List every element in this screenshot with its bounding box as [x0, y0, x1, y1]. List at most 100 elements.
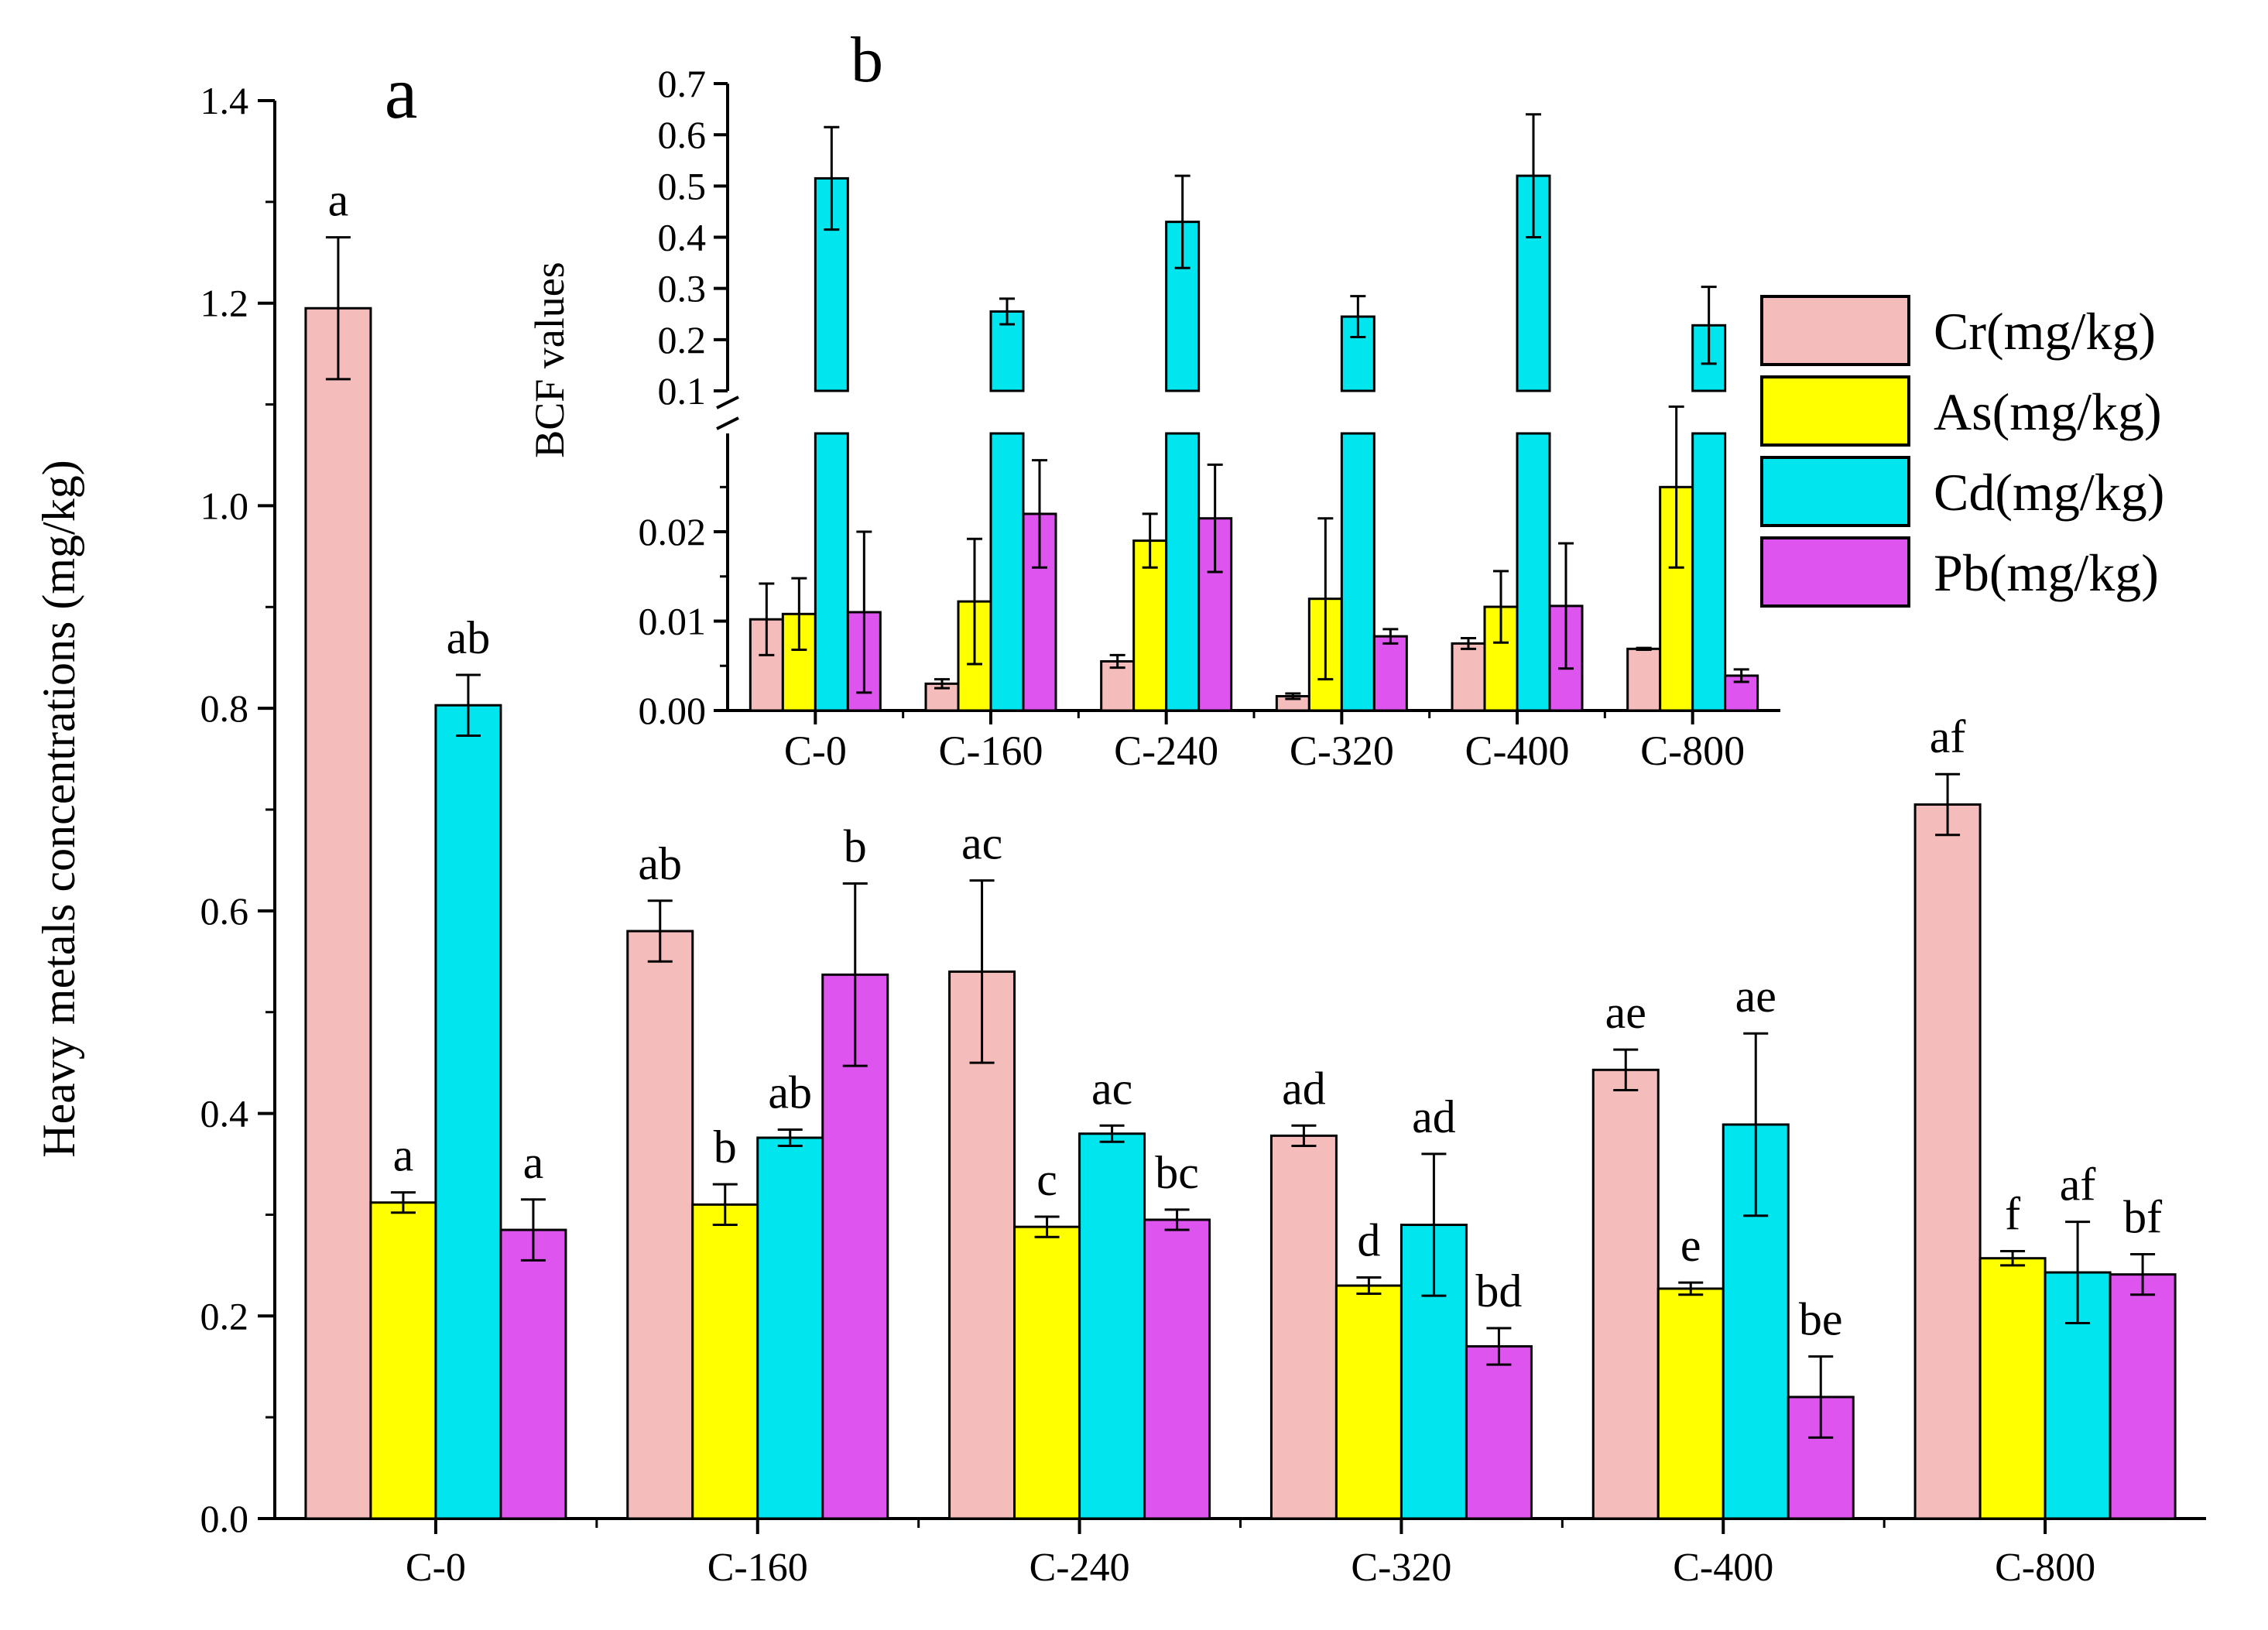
panel-b-ytick-label: 0.02 [639, 510, 707, 553]
panel-a-bar [1591, 1068, 1660, 1520]
panel-a-ytick-label: 0.8 [200, 687, 249, 730]
legend-label: As(mg/kg) [1934, 382, 2162, 441]
legend-label: Cd(mg/kg) [1934, 463, 2164, 522]
legend-swatch [1760, 536, 1910, 608]
panel-a-significance-letter: e [1680, 1220, 1701, 1271]
panel-a-significance-letter: d [1357, 1215, 1380, 1266]
panel-a-xtick-label: C-0 [406, 1546, 466, 1590]
panel-b-ytick-label: 0.2 [658, 318, 707, 361]
panel-a-significance-letter: a [523, 1137, 544, 1188]
panel-a-significance-letter: ab [447, 612, 491, 663]
panel-b-bar [1691, 432, 1727, 712]
legend-swatch [1760, 295, 1910, 366]
panel-b-bar [1372, 635, 1408, 712]
panel-a-bar [1269, 1134, 1338, 1520]
panel-a-significance-letter: be [1799, 1294, 1843, 1345]
panel-a-bar [1334, 1284, 1403, 1520]
panel-a-xtick-label: C-400 [1673, 1546, 1773, 1590]
panel-a-bar [1913, 803, 1982, 1520]
panel-a-xtick-label: C-800 [1995, 1546, 2095, 1590]
panel-a-significance-letter: af [2060, 1159, 2096, 1211]
panel-a-ytick-label: 1.4 [200, 79, 249, 122]
panel-a-axes: 0.0 0.2 0.4 0.6 0.8 1.0 1.2 1.4 C-0 C-160 C-240 C-3… [200, 79, 2206, 1590]
panel-b-bar [814, 432, 849, 712]
legend: Cr(mg/kg) As(mg/kg) Cd(mg/kg) Pb(mg/kg) [1760, 295, 2164, 608]
panel-b-bar [1451, 642, 1486, 712]
panel-b-bars [749, 113, 1759, 712]
panel-a-ytick-label: 0.4 [200, 1092, 249, 1135]
panel-b-xtick-label: C-320 [1290, 728, 1394, 774]
panel-b-xtick-label: C-800 [1640, 728, 1745, 774]
panel-a-significance-letter: ad [1412, 1091, 1456, 1142]
panel-a-significance-letter: ae [1735, 971, 1776, 1022]
panel-b-bar [1165, 432, 1201, 712]
panel-a-significance-letter: bf [2123, 1191, 2162, 1242]
legend-label: Cr(mg/kg) [1934, 302, 2156, 361]
panel-a-bar [304, 306, 372, 1520]
panel-a-bar [1078, 1132, 1146, 1520]
panel-a-bar [2109, 1273, 2177, 1520]
panel-a-significance-letter: b [844, 821, 867, 872]
panel-a-significance-letter: af [1930, 711, 1966, 762]
inset-background [728, 74, 1780, 762]
panel-a-ytick-label: 1.2 [200, 282, 249, 325]
panel-a-significance-letter: a [393, 1130, 414, 1181]
panel-b-axis-break-mark [716, 416, 739, 430]
panel-a-bar [626, 930, 694, 1520]
panel-a-significance-letter: bc [1155, 1147, 1199, 1198]
panel-b-bar [989, 432, 1025, 712]
panel-a-bar [756, 1136, 824, 1520]
panel-a-significance-letter: ae [1605, 987, 1646, 1038]
panel-a-significance-letter: c [1036, 1154, 1057, 1205]
panel-a-xtick-label: C-160 [707, 1546, 808, 1590]
panel-b-ytick-label: 0.7 [658, 62, 707, 105]
panel-b-ytick-label: 0.6 [658, 113, 707, 156]
panel-b-ytick-label: 0.4 [658, 216, 707, 259]
panel-a-significance-letter: ac [1091, 1063, 1132, 1114]
panel-a-significance-letter: bd [1475, 1265, 1522, 1317]
panel-b-ytick-label: 0.3 [658, 267, 707, 310]
panel-a-significance-letter: f [2005, 1189, 2020, 1240]
panel-b-ytick-label: 0.5 [658, 164, 707, 207]
legend-swatch [1760, 456, 1910, 527]
panel-b-bar [1516, 432, 1551, 712]
panel-b-ylabel: BCF values [526, 262, 573, 458]
panel-a-significance-letter: b [714, 1121, 737, 1173]
panel-b-axis-break-mark [716, 396, 739, 409]
panel-a-xtick-label: C-240 [1030, 1546, 1130, 1590]
panel-b-label: b [851, 24, 883, 96]
panel-a-ytick-label: 0.0 [200, 1497, 249, 1540]
panel-b-xtick-label: C-240 [1114, 728, 1218, 774]
panel-a-xtick-label: C-320 [1351, 1546, 1451, 1590]
panel-b-ytick-label: 0.1 [658, 369, 707, 413]
panel-a-significance-letter: ab [768, 1067, 812, 1118]
panel-a-ylabel: Heavy metals concentrations (mg/kg) [33, 460, 84, 1157]
panel-b-xtick-label: C-400 [1465, 728, 1570, 774]
panel-a-ytick-label: 1.0 [200, 484, 249, 527]
panel-b-ytick-label: 0.00 [639, 689, 707, 732]
panel-a-significance-letter: ad [1282, 1063, 1326, 1114]
panel-a-bar [499, 1228, 567, 1520]
panel-b-bar [1340, 432, 1376, 712]
panel-a-bar [369, 1201, 437, 1520]
panel-a-ytick-label: 0.6 [200, 889, 249, 933]
panel-a-bar [1465, 1345, 1533, 1520]
panel-b-xtick-label: C-160 [939, 728, 1043, 774]
panel-a-label: a [385, 51, 418, 134]
panel-a-significance-letter: a [328, 175, 349, 226]
panel-a-bar [1143, 1218, 1211, 1520]
panel-b-axes: 0.00 0.01 0.02 0.1 0.2 0.3 0.4 0.5 0.6 0.7 C-0 C-16… [639, 62, 1780, 774]
panel-b-ytick-label: 0.01 [639, 600, 707, 643]
panel-b-xtick-label: C-0 [784, 728, 847, 774]
panel-a-significance-letter: ab [638, 838, 682, 889]
panel-a-bar [691, 1203, 759, 1520]
panel-a-bar [1979, 1257, 2047, 1520]
panel-a-bar [434, 704, 502, 1520]
panel-a-ytick-label: 0.2 [200, 1294, 249, 1337]
panel-a-bar [1656, 1287, 1725, 1520]
panel-a-bar [1013, 1225, 1081, 1520]
panel-b-bar [1100, 659, 1136, 712]
panel-b-bar [989, 310, 1025, 392]
